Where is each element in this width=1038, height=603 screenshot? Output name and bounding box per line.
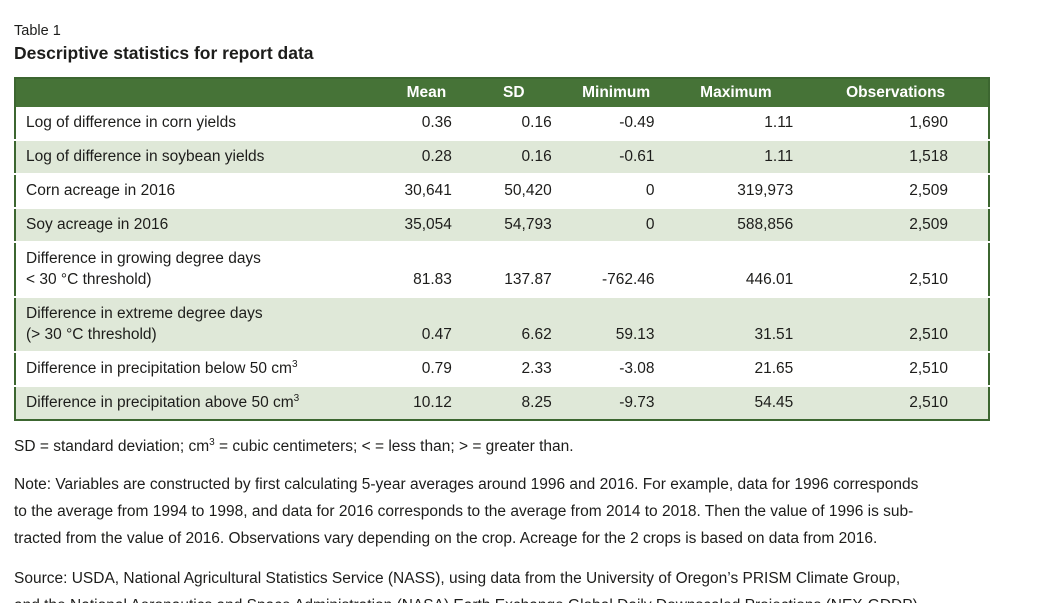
cell-mean: 0.47 — [388, 296, 464, 352]
cell-sd: 2.33 — [463, 351, 564, 386]
row-label: Soy acreage in 2016 — [15, 207, 389, 242]
abbrev-superscript: 3 — [209, 436, 215, 448]
page-title: Descriptive statistics for report data — [14, 43, 314, 63]
cell-minimum: -3.08 — [563, 351, 669, 386]
cell-maximum: 446.01 — [668, 241, 804, 297]
cell-mean: 10.12 — [388, 385, 464, 420]
row-label-line1: Difference in growing degree days — [26, 250, 261, 267]
row-label-text: Difference in precipitation above 50 cm — [26, 394, 294, 411]
row-label: Log of difference in soybean yields — [15, 139, 389, 174]
column-header-mean: Mean — [388, 78, 464, 107]
table-number: Table 1 — [14, 23, 61, 39]
cell-maximum: 54.45 — [668, 385, 804, 420]
row-label: Difference in precipitation below 50 cm3 — [15, 351, 389, 386]
table-row: Soy acreage in 2016 35,054 54,793 0 588,… — [15, 207, 989, 242]
table-row: Difference in precipitation below 50 cm3… — [15, 351, 989, 386]
cell-minimum: 0 — [563, 207, 669, 242]
cell-maximum: 588,856 — [668, 207, 804, 242]
cell-observations: 2,509 — [803, 173, 989, 208]
cell-maximum: 1.11 — [764, 114, 794, 131]
cell-sd: 0.16 — [521, 114, 552, 131]
table-row: Log of difference in soybean yields 0.28… — [15, 139, 989, 174]
row-label-line2: < 30 °C threshold) — [26, 271, 152, 288]
cell-observations: 2,510 — [803, 351, 989, 386]
source-line: Source: USDA, National Agricultural Stat… — [14, 570, 901, 587]
column-header-sd: SD — [463, 78, 564, 107]
cell-sd: 0.16 — [463, 139, 564, 174]
table-row: Difference in growing degree days < 30 °C… — [15, 241, 989, 297]
cell-minimum: -9.73 — [563, 385, 669, 420]
abbreviation-note: SD = standard deviation; cm3 = cubic cen… — [14, 436, 1024, 458]
cell-sd: 50,420 — [463, 173, 564, 208]
cell-observations: 2,510 — [803, 385, 989, 420]
column-header-maximum: Maximum — [668, 78, 804, 107]
cell-sd: 6.62 — [463, 296, 564, 352]
cell-maximum: 31.51 — [668, 296, 804, 352]
row-label-superscript: 3 — [291, 358, 298, 370]
cell-maximum: 1.11 — [668, 139, 804, 174]
note-line: Note: Variables are constructed by first… — [14, 476, 919, 493]
table-header-row: Mean SD Minimum Maximum Observations — [15, 78, 989, 107]
cell-maximum: 319,973 — [668, 173, 804, 208]
cell-mean: 0.28 — [388, 139, 464, 174]
cell-sd: 137.87 — [463, 241, 564, 297]
column-header-empty — [15, 78, 389, 107]
abbrev-pre: SD = standard deviation; cm — [14, 438, 210, 455]
source-paragraph: Source: USDA, National Agricultural Stat… — [14, 565, 1024, 603]
row-label-line1: Difference in extreme degree days — [26, 305, 263, 322]
cell-minimum: -0.49 — [619, 114, 655, 131]
cell-mean: 81.83 — [388, 241, 464, 297]
row-label: Difference in precipitation above 50 cm3 — [15, 385, 389, 420]
note-paragraph: Note: Variables are constructed by first… — [14, 471, 1024, 552]
row-label: Difference in growing degree days < 30 °C… — [15, 241, 389, 297]
source-line: and the National Aeronautics and Space A… — [14, 592, 1024, 603]
cell-observations: 1,518 — [803, 139, 989, 174]
descriptive-statistics-table: Mean SD Minimum Maximum Observations Log… — [14, 77, 990, 421]
cell-maximum: 21.65 — [668, 351, 804, 386]
table-row: Log of difference in corn yields 0.36 0.… — [15, 107, 989, 140]
note-line: to the average from 1994 to 1998, and da… — [14, 503, 914, 520]
table-row: Corn acreage in 2016 30,641 50,420 0 319… — [15, 173, 989, 208]
cell-mean: 0.79 — [388, 351, 464, 386]
row-label-text: Difference in precipitation below 50 cm — [26, 360, 292, 377]
cell-mean: 30,641 — [388, 173, 464, 208]
cell-minimum: 0 — [563, 173, 669, 208]
column-header-minimum: Minimum — [563, 78, 669, 107]
table-row: Difference in extreme degree days (> 30 °… — [15, 296, 989, 352]
row-label-superscript: 3 — [293, 392, 300, 404]
row-label-line2: (> 30 °C threshold) — [26, 326, 157, 343]
column-header-observations: Observations — [803, 78, 989, 107]
cell-minimum: -762.46 — [563, 241, 669, 297]
cell-observations: 2,510 — [803, 296, 989, 352]
cell-minimum: -0.61 — [563, 139, 669, 174]
abbrev-post: = cubic centimeters; < = less than; > = … — [214, 438, 574, 455]
cell-sd: 54,793 — [463, 207, 564, 242]
cell-mean: 35,054 — [388, 207, 464, 242]
cell-observations: 2,509 — [803, 207, 989, 242]
cell-mean: 0.36 — [421, 114, 452, 131]
cell-observations: 1,690 — [909, 114, 948, 131]
row-label: Log of difference in corn yields — [26, 114, 236, 131]
row-label: Difference in extreme degree days (> 30 °… — [15, 296, 389, 352]
table-row: Difference in precipitation above 50 cm3… — [15, 385, 989, 420]
note-line: tracted from the value of 2016. Observat… — [14, 530, 878, 547]
cell-sd: 8.25 — [463, 385, 564, 420]
cell-observations: 2,510 — [803, 241, 989, 297]
cell-minimum: 59.13 — [563, 296, 669, 352]
row-label: Corn acreage in 2016 — [15, 173, 389, 208]
